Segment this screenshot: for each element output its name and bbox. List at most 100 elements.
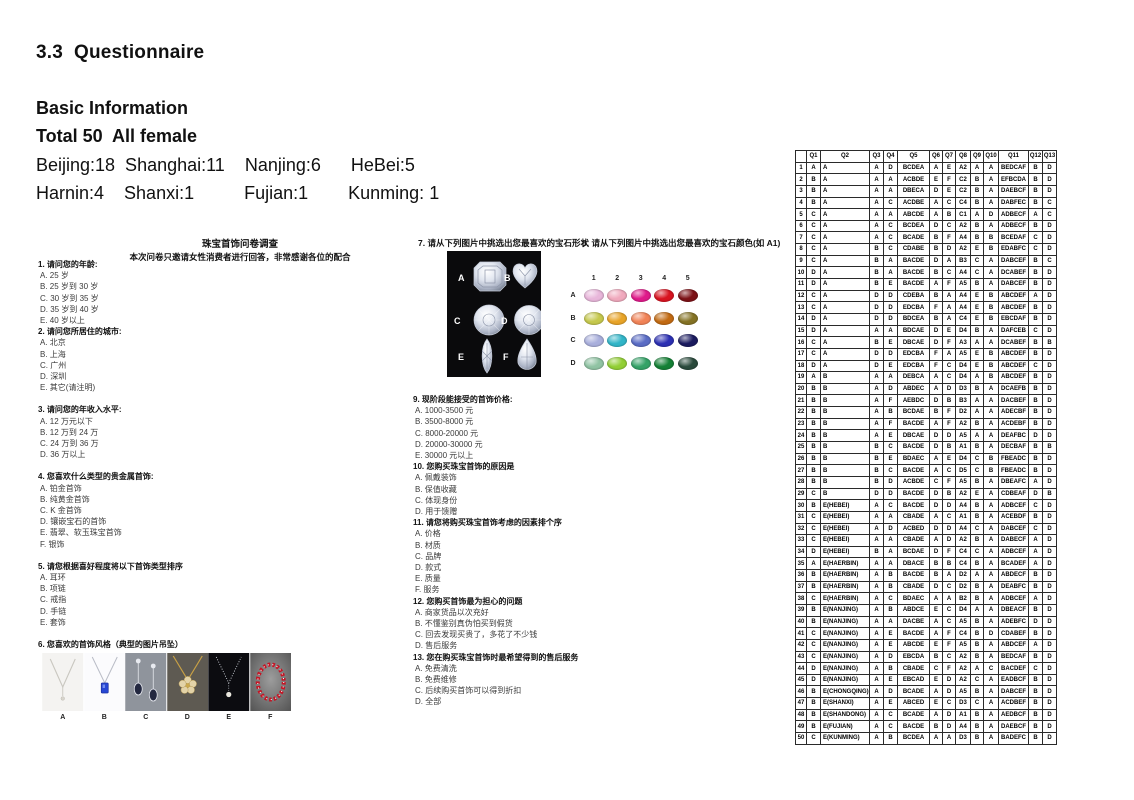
table-cell: A [983, 720, 999, 734]
table-cell: D [869, 312, 884, 326]
table-row: 4 B A A C ACDBE A C C4 B A DABFEC B C [795, 196, 1057, 210]
table-cell: B [1028, 312, 1043, 326]
question-option: D. 深圳 [40, 372, 67, 382]
table-cell: B [806, 184, 821, 198]
table-cell: D [1042, 301, 1057, 314]
table-cell: ABCED [897, 697, 930, 710]
table-cell: E(NANJING) [820, 627, 870, 640]
table-header-cell: Q9 [970, 150, 984, 163]
table-cell: A [983, 603, 999, 617]
table-cell: A [942, 592, 956, 605]
table-cell: 6 [795, 219, 807, 233]
table-cell: 19 [795, 371, 807, 384]
table-header-cell: Q2 [820, 150, 870, 163]
table-cell: B [869, 545, 884, 559]
table-cell: BEDCAF [998, 650, 1029, 664]
table-cell: A [820, 324, 870, 338]
table-cell: A [970, 662, 984, 675]
table-cell: C [942, 219, 956, 233]
table-cell: C [806, 219, 821, 233]
table-cell: C [1028, 231, 1043, 245]
table-cell: A [983, 510, 999, 524]
table-cell: A [929, 417, 943, 431]
table-cell: EDCBA [897, 359, 930, 373]
table-cell: EDABFC [998, 243, 1029, 256]
table-cell: DABCEF [998, 254, 1029, 268]
question-3: 3. 请问您的年收入水平: A. 12 万元以下 B. 12 万到 24 万 C. 2… [38, 404, 348, 460]
table-cell: A [869, 231, 884, 245]
question-option: D. 镶嵌宝石的首饰 [40, 517, 107, 527]
table-cell: D [1042, 603, 1057, 617]
table-cell: A [820, 184, 870, 198]
table-cell: BACDE [897, 278, 930, 291]
table-cell: B [820, 452, 870, 466]
table-cell: 17 [795, 347, 807, 361]
color-grid-row-label: C [570, 337, 576, 345]
table-cell: D [883, 522, 898, 536]
table-cell: C [883, 464, 898, 477]
gem-shape-label-a: A [458, 273, 465, 283]
gem-color-swatch [607, 311, 628, 325]
table-cell: 37 [795, 580, 807, 594]
table-cell: E(HEBEI) [820, 510, 870, 524]
table-cell: B [929, 312, 943, 326]
table-cell: A [883, 510, 898, 524]
table-row: 50 C E(KUNMING) A B BCDEA A A D3 B A BADEFC B D [795, 732, 1057, 745]
table-header-cell: Q1 [806, 150, 821, 163]
table-cell: A4 [955, 522, 971, 536]
table-cell: A2 [955, 417, 971, 431]
table-cell: D [1042, 219, 1057, 233]
table-row: 33 C E(HEBEI) A A CBADE A D A2 B A DABECF A D [795, 534, 1057, 547]
table-cell: A [869, 382, 884, 396]
table-cell: B [820, 441, 870, 454]
table-cell: C [942, 650, 956, 664]
question-option: E. 30000 元以上 [415, 451, 474, 461]
table-cell: D [883, 475, 898, 489]
table-cell: A [970, 569, 984, 582]
table-cell: D [1042, 475, 1057, 489]
table-cell: B [883, 732, 898, 745]
table-cell: B [970, 441, 984, 454]
table-cell: A5 [955, 685, 971, 699]
table-cell: B [970, 685, 984, 699]
table-cell: D [1042, 569, 1057, 582]
table-cell: E(SHANDONG) [820, 708, 870, 722]
table-cell: C4 [955, 627, 971, 640]
table-cell: 20 [795, 382, 807, 396]
table-header-cell: Q12 [1028, 150, 1043, 163]
question-7-title: 7. 请从下列图片中挑选出您最喜欢的宝石形状 [418, 238, 589, 248]
table-row: 27 B B B C BACDE A C D5 C B FBEADC B D [795, 464, 1057, 477]
table-cell: ADEBFC [998, 615, 1029, 629]
table-cell: A [983, 732, 999, 745]
table-cell: BACDE [897, 417, 930, 431]
table-cell: A [970, 208, 984, 221]
table-cell: A4 [955, 499, 971, 512]
table-cell: D [869, 487, 884, 501]
question-option: D. 20000-30000 元 [415, 439, 483, 449]
table-cell: B [970, 382, 984, 396]
question-option: C. 回去发现买贵了，多花了不少钱 [415, 630, 538, 640]
table-cell: BCADE [897, 231, 930, 245]
table-cell: A [929, 278, 943, 291]
color-grid-column-header: 5 [685, 274, 690, 282]
table-cell: A2 [955, 487, 971, 501]
table-cell: B [869, 452, 884, 466]
table-cell: A2 [955, 161, 971, 175]
table-cell: B [1028, 254, 1043, 268]
table-cell: D [1042, 278, 1057, 291]
table-cell: D [1042, 417, 1057, 431]
table-cell: D [806, 312, 821, 326]
table-cell: A [983, 592, 999, 605]
table-cell: 13 [795, 301, 807, 314]
necklace-image-b [83, 653, 125, 711]
table-cell: DBECA [897, 184, 930, 198]
color-grid-column-header: 1 [591, 274, 596, 282]
question-title: 5. 请您根据喜好程度将以下首饰类型排序 [38, 561, 183, 571]
table-cell: D [883, 685, 898, 699]
table-cell: A [883, 184, 898, 198]
table-cell: B [820, 429, 870, 443]
table-row: 1 A A A D BCDEA A E A2 A A BEDCAF B D [795, 161, 1057, 175]
table-cell: B [1028, 708, 1043, 722]
table-cell: A [820, 312, 870, 326]
table-cell: A [869, 324, 884, 338]
